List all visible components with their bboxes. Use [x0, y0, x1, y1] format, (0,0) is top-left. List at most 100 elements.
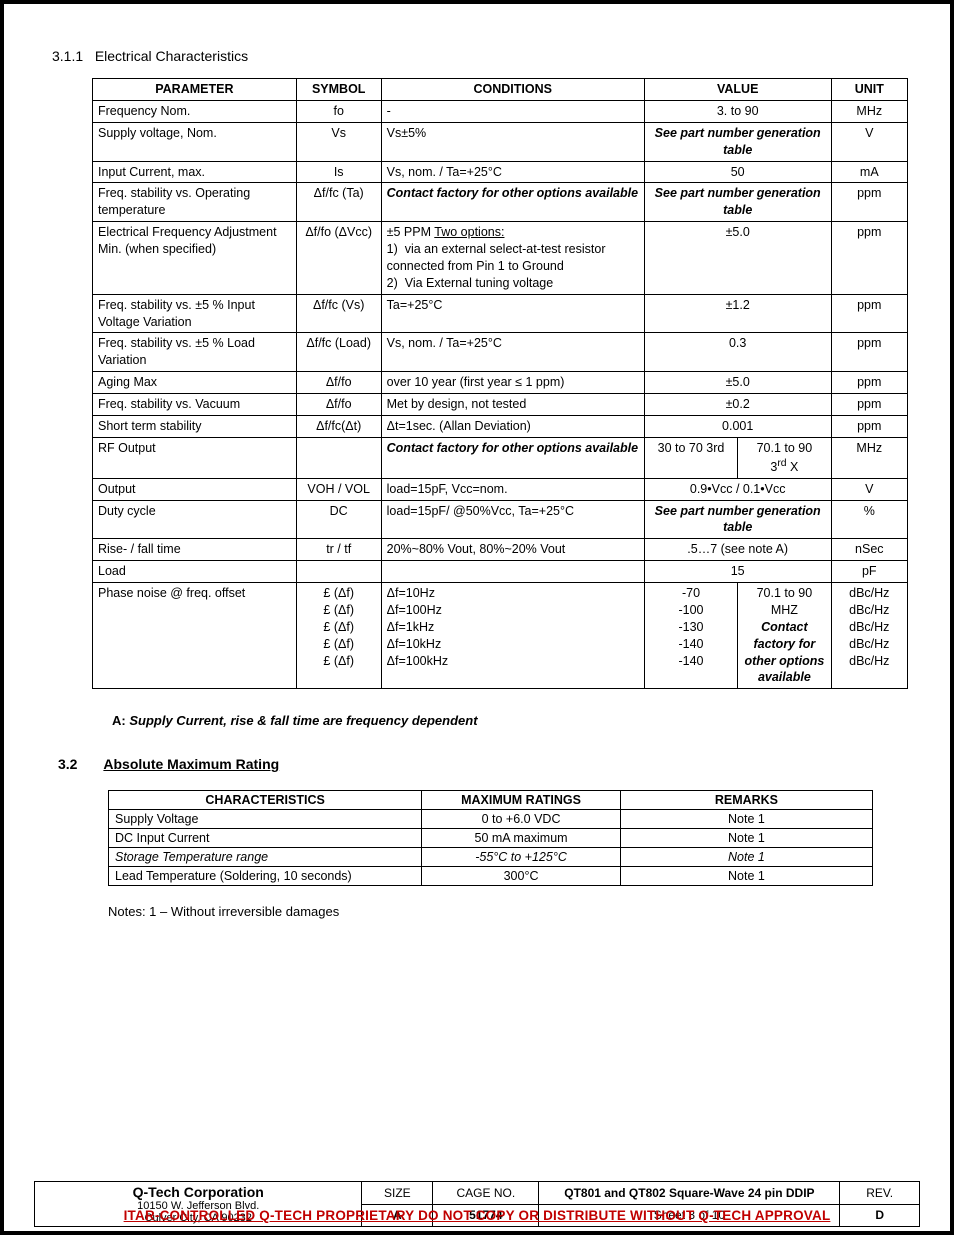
- title-block: Q-Tech Corporation 10150 W. Jefferson Bl…: [34, 1181, 920, 1227]
- section-num: 3.2: [58, 756, 100, 772]
- cell-symbol: Δf/fc (Vs): [296, 294, 381, 333]
- notes-line: Notes: 1 – Without irreversible damages: [108, 904, 902, 919]
- cell-maxrating: 50 mA maximum: [422, 829, 621, 848]
- table-row: RF OutputContact factory for other optio…: [93, 437, 908, 478]
- cell-characteristic: Lead Temperature (Soldering, 10 seconds): [109, 867, 422, 886]
- table-row: Electrical Frequency Adjustment Min. (wh…: [93, 222, 908, 295]
- cell-conditions: [381, 561, 644, 583]
- cell-conditions: Vs±5%: [381, 122, 644, 161]
- cell-maxrating: -55°C to +125°C: [422, 848, 621, 867]
- cell-unit: V: [831, 122, 907, 161]
- t1-header: UNIT: [831, 79, 907, 101]
- cell-value: 70.1 to 903rd X: [738, 437, 831, 478]
- table-row: DC Input Current50 mA maximumNote 1: [109, 829, 873, 848]
- table-row: Storage Temperature range-55°C to +125°C…: [109, 848, 873, 867]
- t2-header: REMARKS: [620, 791, 872, 810]
- table-row: Freq. stability vs. ±5 % Input Voltage V…: [93, 294, 908, 333]
- t2-header: MAXIMUM RATINGS: [422, 791, 621, 810]
- cell-unit: ppm: [831, 333, 907, 372]
- cell-parameter: RF Output: [93, 437, 297, 478]
- cell-characteristic: Supply Voltage: [109, 810, 422, 829]
- electrical-characteristics-table: PARAMETERSYMBOLCONDITIONSVALUEUNIT Frequ…: [92, 78, 908, 689]
- cell-remarks: Note 1: [620, 810, 872, 829]
- cell-conditions: load=15pF, Vcc=nom.: [381, 478, 644, 500]
- cell-symbol: DC: [296, 500, 381, 539]
- cell-value: ±1.2: [644, 294, 831, 333]
- cell-conditions: load=15pF/ @50%Vcc, Ta=+25°C: [381, 500, 644, 539]
- cell-conditions: 20%~80% Vout, 80%~20% Vout: [381, 539, 644, 561]
- cell-value: See part number generation table: [644, 500, 831, 539]
- table-row: Duty cycleDCload=15pF/ @50%Vcc, Ta=+25°C…: [93, 500, 908, 539]
- rev-label: REV.: [840, 1182, 920, 1205]
- company-addr1: 10150 W. Jefferson Blvd.: [39, 1200, 357, 1212]
- cell-symbol: Vs: [296, 122, 381, 161]
- cell-parameter: Load: [93, 561, 297, 583]
- cell-symbol: VOH / VOL: [296, 478, 381, 500]
- cell-remarks: Note 1: [620, 829, 872, 848]
- cell-conditions: Δf=10HzΔf=100HzΔf=1kHzΔf=10kHzΔf=100kHz: [381, 583, 644, 689]
- section-3.2-title: 3.2 Absolute Maximum Rating: [58, 756, 902, 772]
- section-heading: Absolute Maximum Rating: [103, 756, 279, 772]
- cell-symbol: Δf/fo: [296, 372, 381, 394]
- cell-unit: ppm: [831, 372, 907, 394]
- cell-symbol: tr / tf: [296, 539, 381, 561]
- cell-parameter: Phase noise @ freq. offset: [93, 583, 297, 689]
- cell-conditions: Vs, nom. / Ta=+25°C: [381, 333, 644, 372]
- cell-unit: pF: [831, 561, 907, 583]
- size-label: SIZE: [362, 1182, 433, 1205]
- cell-parameter: Supply voltage, Nom.: [93, 122, 297, 161]
- cell-parameter: Duty cycle: [93, 500, 297, 539]
- size-value: A: [362, 1204, 433, 1227]
- cell-unit: ppm: [831, 183, 907, 222]
- table-row: OutputVOH / VOLload=15pF, Vcc=nom.0.9•Vc…: [93, 478, 908, 500]
- cell-parameter: Frequency Nom.: [93, 100, 297, 122]
- cell-value: 50: [644, 161, 831, 183]
- cell-value: 0.001: [644, 415, 831, 437]
- cell-value: .5…7 (see note A): [644, 539, 831, 561]
- t1-header: VALUE: [644, 79, 831, 101]
- table-row: Aging MaxΔf/foover 10 year (first year ≤…: [93, 372, 908, 394]
- cell-unit: V: [831, 478, 907, 500]
- cell-maxrating: 0 to +6.0 VDC: [422, 810, 621, 829]
- cell-unit: %: [831, 500, 907, 539]
- cell-symbol: Δf/fc (Load): [296, 333, 381, 372]
- cell-symbol: Δf/fo: [296, 394, 381, 416]
- cell-symbol: Δf/fc (Ta): [296, 183, 381, 222]
- cell-unit: ppm: [831, 415, 907, 437]
- cell-unit: dBc/HzdBc/HzdBc/HzdBc/HzdBc/Hz: [831, 583, 907, 689]
- cell-symbol: Δf/fc(Δt): [296, 415, 381, 437]
- cell-parameter: Input Current, max.: [93, 161, 297, 183]
- cell-parameter: Freq. stability vs. ±5 % Load Variation: [93, 333, 297, 372]
- cell-remarks: Note 1: [620, 848, 872, 867]
- table-row: Frequency Nom.fo-3. to 90MHz: [93, 100, 908, 122]
- cell-unit: mA: [831, 161, 907, 183]
- t2-header: CHARACTERISTICS: [109, 791, 422, 810]
- doc-title: QT801 and QT802 Square-Wave 24 pin DDIP: [539, 1182, 840, 1205]
- t1-header: CONDITIONS: [381, 79, 644, 101]
- absolute-maximum-rating-table: CHARACTERISTICSMAXIMUM RATINGSREMARKS Su…: [108, 790, 873, 886]
- table-row: Freq. stability vs. ±5 % Load VariationΔ…: [93, 333, 908, 372]
- cell-symbol: fo: [296, 100, 381, 122]
- cell-unit: MHz: [831, 100, 907, 122]
- cell-parameter: Short term stability: [93, 415, 297, 437]
- cell-parameter: Output: [93, 478, 297, 500]
- cell-symbol: Is: [296, 161, 381, 183]
- cell-value: 70.1 to 90 MHZContact factory for other …: [738, 583, 831, 689]
- cell-parameter: Aging Max: [93, 372, 297, 394]
- cell-conditions: Vs, nom. / Ta=+25°C: [381, 161, 644, 183]
- table-row: Input Current, max.IsVs, nom. / Ta=+25°C…: [93, 161, 908, 183]
- rev-value: D: [840, 1204, 920, 1227]
- cage-value: 51774: [433, 1204, 539, 1227]
- cell-remarks: Note 1: [620, 867, 872, 886]
- note-prefix: A:: [112, 713, 126, 728]
- cell-value: ±5.0: [644, 222, 831, 295]
- company-addr2: Culver City, CA 90232: [39, 1212, 357, 1224]
- cell-symbol: £ (Δf)£ (Δf)£ (Δf)£ (Δf)£ (Δf): [296, 583, 381, 689]
- cell-maxrating: 300°C: [422, 867, 621, 886]
- cell-symbol: Δf/fo (ΔVcc): [296, 222, 381, 295]
- cell-symbol: [296, 437, 381, 478]
- cell-value: See part number generation table: [644, 122, 831, 161]
- cell-unit: ppm: [831, 222, 907, 295]
- cell-conditions: over 10 year (first year ≤ 1 ppm): [381, 372, 644, 394]
- table-row: Freq. stability vs. Operating temperatur…: [93, 183, 908, 222]
